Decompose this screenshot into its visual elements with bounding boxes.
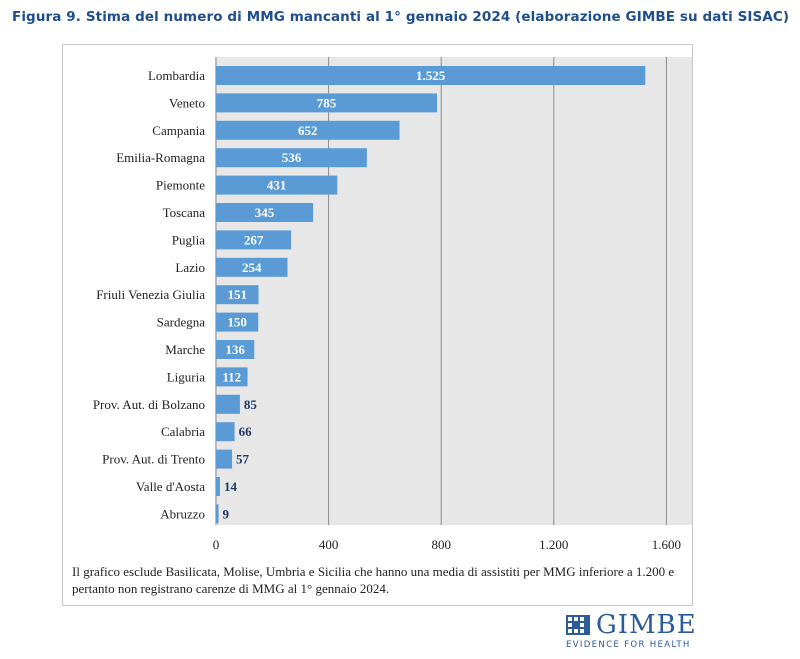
chart-footnote: Il grafico esclude Basilicata, Molise, U… <box>72 564 675 596</box>
bar <box>216 477 220 496</box>
data-label: 150 <box>227 315 247 330</box>
data-label: 1.525 <box>416 68 446 83</box>
data-label: 536 <box>282 150 302 165</box>
category-label: Lombardia <box>148 68 205 83</box>
gimbe-logo-mark-icon <box>566 615 590 635</box>
bar <box>216 449 233 469</box>
category-label: Veneto <box>169 95 205 110</box>
category-label: Valle d'Aosta <box>136 479 205 494</box>
gimbe-logo: GIMBE EVIDENCE FOR HEALTH <box>566 610 696 654</box>
bar <box>216 422 235 442</box>
bar <box>216 230 292 250</box>
bar <box>216 367 248 387</box>
category-label: Emilia-Romagna <box>116 150 205 165</box>
bar <box>216 66 646 85</box>
category-label: Friuli Venezia Giulia <box>96 287 205 302</box>
data-label: 151 <box>228 287 248 302</box>
bar <box>216 340 255 359</box>
category-label: Sardegna <box>157 315 206 330</box>
category-label: Lazio <box>175 260 205 275</box>
bar <box>216 148 367 168</box>
bar <box>216 93 437 113</box>
category-label: Calabria <box>161 424 205 439</box>
bar <box>216 504 219 524</box>
data-label: 66 <box>239 424 253 439</box>
category-label: Piemonte <box>156 178 205 193</box>
bar <box>216 312 259 332</box>
data-label: 57 <box>236 452 250 467</box>
data-label: 112 <box>222 369 241 384</box>
bar <box>216 285 259 305</box>
data-label: 254 <box>242 260 262 275</box>
chart-frame: Lombardia 1.525 Veneto 785 Campania 652 Emilia… <box>62 44 693 606</box>
category-label: Prov. Aut. di Trento <box>102 452 205 467</box>
gimbe-logo-tagline: EVIDENCE FOR HEALTH <box>566 640 691 650</box>
bar <box>216 257 288 277</box>
data-label: 9 <box>223 506 230 521</box>
bar-chart: Lombardia 1.525 Veneto 785 Campania 652 Emilia… <box>93 57 692 552</box>
category-label: Puglia <box>172 232 205 247</box>
x-tick-label: 1.200 <box>539 537 568 552</box>
bar <box>216 120 400 140</box>
category-label: Toscana <box>163 205 206 220</box>
data-label: 136 <box>225 342 245 357</box>
gimbe-logo-wordmark: GIMBE <box>596 610 697 640</box>
data-label: 785 <box>317 95 337 110</box>
data-label: 14 <box>224 479 238 494</box>
x-tick-label: 0 <box>213 537 220 552</box>
category-label: Liguria <box>167 369 205 384</box>
category-label: Marche <box>165 342 205 357</box>
bar <box>216 394 240 414</box>
data-label: 345 <box>255 205 275 220</box>
data-label: 85 <box>244 397 257 412</box>
figure-title: Figura 9. Stima del numero di MMG mancan… <box>12 9 790 25</box>
x-tick-label: 1.600 <box>652 537 681 552</box>
category-label: Abruzzo <box>160 506 205 521</box>
data-label: 431 <box>267 178 287 193</box>
bar <box>216 203 314 222</box>
data-label: 267 <box>244 232 264 247</box>
x-tick-label: 400 <box>319 537 339 552</box>
bar <box>216 175 338 195</box>
category-label: Campania <box>152 123 205 138</box>
x-tick-label: 800 <box>431 537 451 552</box>
data-label: 652 <box>298 123 318 138</box>
category-label: Prov. Aut. di Bolzano <box>93 397 205 412</box>
